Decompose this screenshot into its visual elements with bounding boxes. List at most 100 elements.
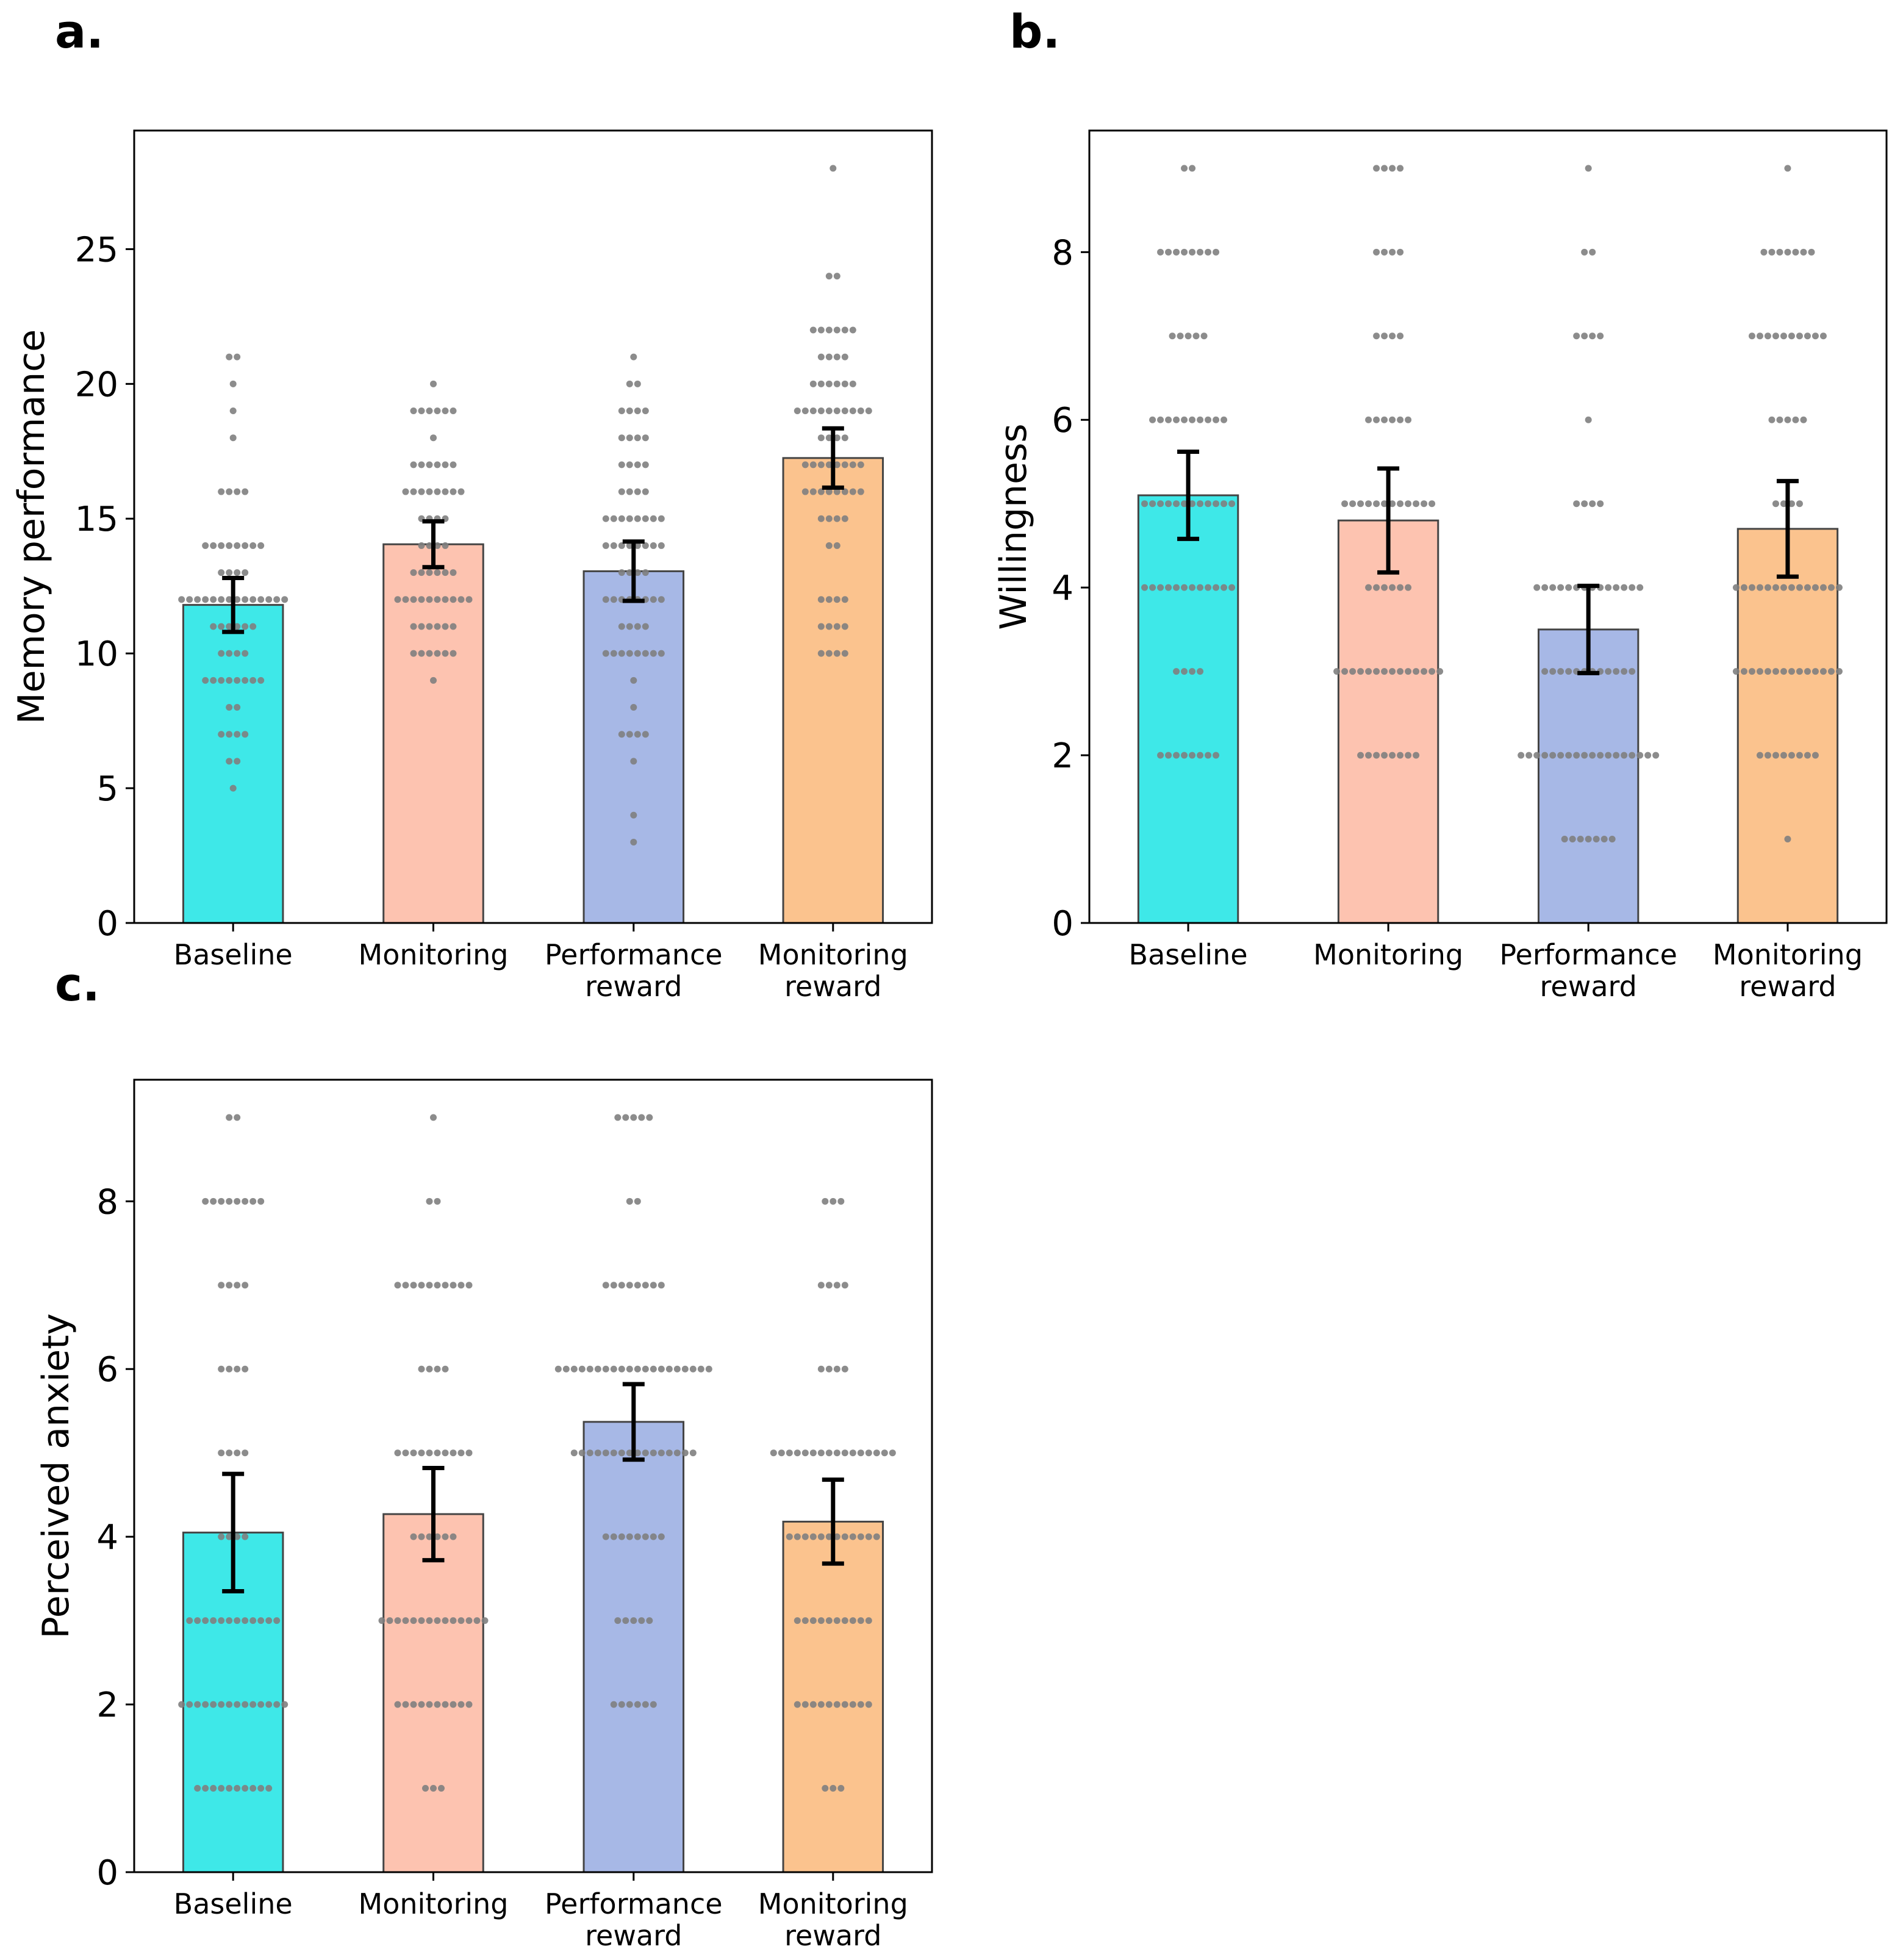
data-point <box>226 623 233 630</box>
data-point <box>226 596 233 603</box>
data-point <box>1764 752 1771 759</box>
data-point <box>634 380 641 387</box>
data-point <box>1381 500 1388 508</box>
data-point <box>833 596 840 603</box>
data-point <box>242 569 249 576</box>
data-point <box>457 1617 465 1624</box>
data-point <box>794 1533 801 1540</box>
bar-1 <box>1137 494 1239 924</box>
data-point <box>410 569 417 576</box>
data-point <box>646 1617 653 1624</box>
data-point <box>1804 584 1811 591</box>
data-point <box>825 1282 833 1289</box>
data-point <box>602 650 609 657</box>
data-point <box>1577 836 1584 843</box>
data-point <box>1533 752 1541 759</box>
data-point <box>610 1282 617 1289</box>
data-point <box>1389 668 1396 675</box>
data-point <box>801 1617 809 1624</box>
data-point <box>705 1365 712 1373</box>
data-point <box>242 1197 249 1205</box>
data-point <box>234 1197 241 1205</box>
data-point <box>422 1785 429 1792</box>
x-tick-label: Monitoring <box>359 938 509 971</box>
data-point <box>1784 416 1791 423</box>
data-point <box>602 1365 609 1373</box>
data-point <box>1365 752 1372 759</box>
data-point <box>586 1449 593 1457</box>
data-point <box>218 1533 225 1540</box>
data-point <box>265 1701 273 1708</box>
data-point <box>1573 332 1580 340</box>
data-point <box>1784 165 1791 172</box>
data-point <box>1213 500 1220 508</box>
y-tick-label: 6 <box>96 1350 118 1390</box>
data-point <box>1569 836 1576 843</box>
data-point <box>178 596 185 603</box>
data-point <box>817 515 825 522</box>
data-point <box>1381 584 1388 591</box>
data-point <box>430 1114 437 1121</box>
data-point <box>1812 332 1819 340</box>
y-tick-label: 5 <box>96 769 118 809</box>
data-point <box>658 596 665 603</box>
data-point <box>1357 752 1364 759</box>
data-point <box>809 488 817 495</box>
data-point <box>418 1449 425 1457</box>
data-point <box>1819 668 1827 675</box>
data-point <box>849 407 856 415</box>
data-point <box>841 461 848 468</box>
data-point <box>218 1617 225 1624</box>
data-point <box>618 1365 625 1373</box>
data-point <box>226 1282 233 1289</box>
data-point <box>426 1365 433 1373</box>
data-point <box>1788 332 1795 340</box>
data-point <box>650 1365 657 1373</box>
data-point <box>794 1449 801 1457</box>
data-point <box>434 596 441 603</box>
data-point <box>1764 584 1771 591</box>
data-point <box>697 1365 704 1373</box>
data-point <box>465 1449 473 1457</box>
y-axis-label: Perceived anxiety <box>35 1313 77 1639</box>
data-point <box>234 1114 241 1121</box>
data-point <box>394 596 401 603</box>
data-point <box>817 461 825 468</box>
data-point <box>210 1785 217 1792</box>
data-point <box>226 1197 233 1205</box>
data-point <box>450 461 457 468</box>
data-point <box>586 1365 593 1373</box>
data-point <box>1397 332 1404 340</box>
data-point <box>1605 752 1612 759</box>
data-point <box>841 650 848 657</box>
y-tick-label: 10 <box>75 634 118 674</box>
y-tick-label: 25 <box>75 230 118 270</box>
data-point <box>825 488 833 495</box>
data-point <box>610 1533 617 1540</box>
data-point <box>1800 248 1807 256</box>
data-point <box>614 1617 622 1624</box>
data-point <box>242 1617 249 1624</box>
data-point <box>1636 584 1644 591</box>
data-point <box>1784 248 1791 256</box>
data-point <box>202 542 209 549</box>
data-point <box>410 650 417 657</box>
data-point <box>634 623 641 630</box>
data-point <box>634 542 641 549</box>
data-point <box>1756 752 1763 759</box>
data-point <box>1192 332 1200 340</box>
data-point <box>610 596 617 603</box>
data-point <box>426 542 433 549</box>
data-point <box>650 542 657 549</box>
data-point <box>218 1197 225 1205</box>
data-point <box>402 1701 409 1708</box>
y-tick-label: 8 <box>1052 233 1073 273</box>
data-point <box>1413 752 1420 759</box>
data-point <box>817 488 825 495</box>
data-point <box>841 515 848 522</box>
data-point <box>833 1617 840 1624</box>
data-point <box>809 1533 817 1540</box>
data-point <box>394 1449 401 1457</box>
data-point <box>1835 668 1843 675</box>
data-point <box>650 1282 657 1289</box>
